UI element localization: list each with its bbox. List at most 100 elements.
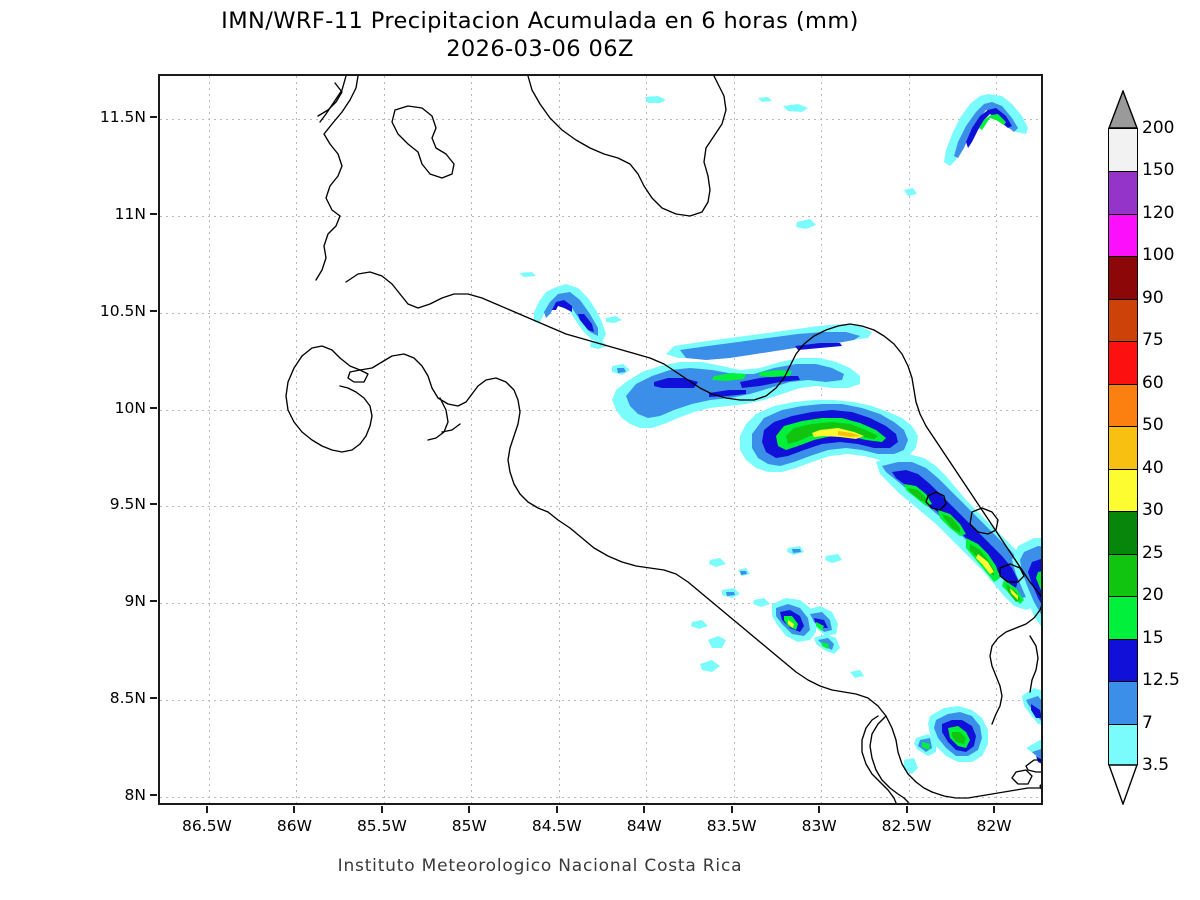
- x-axis-label-86W: 86W: [276, 817, 312, 835]
- colorbar-divider: [1109, 213, 1137, 215]
- y-axis-label-11.5N: 11.5N: [99, 107, 146, 126]
- chart-subtitle: 2026-03-06 06Z: [446, 36, 634, 62]
- precip-maximum-central-caribbean: [712, 370, 918, 472]
- colorbar-tick-12.5: 12.5: [1142, 670, 1180, 691]
- x-axis-tickmark: [555, 806, 558, 813]
- colorbar-tick-7: 7: [1142, 712, 1153, 733]
- x-axis-label-85W: 85W: [451, 817, 487, 835]
- x-axis-label-82W: 82W: [976, 817, 1012, 835]
- colorbar-band-4[interactable]: [1109, 553, 1137, 597]
- x-axis-tickmark: [730, 806, 733, 813]
- y-axis-label-10N: 10N: [114, 398, 146, 417]
- colorbar-tick-90: 90: [1142, 287, 1164, 308]
- y-axis-tickmark: [150, 212, 157, 215]
- colorbar-band-12[interactable]: [1109, 213, 1137, 257]
- gridline-lat-11.5N: [160, 119, 1041, 120]
- colorbar-tick-30: 30: [1142, 500, 1164, 521]
- y-axis-tickmark: [150, 697, 157, 700]
- colorbar-divider: [1109, 511, 1137, 513]
- colorbar-tick-200: 200: [1142, 118, 1175, 138]
- colorbar-tick-20: 20: [1142, 585, 1164, 606]
- y-axis-tickmark: [150, 503, 157, 506]
- colorbar-tick-75: 75: [1142, 330, 1164, 351]
- x-axis-label-82.5W: 82.5W: [881, 817, 932, 835]
- chart-footer-credit: Instituto Meteorologico Nacional Costa R…: [337, 856, 743, 876]
- colorbar-band-9[interactable]: [1109, 341, 1137, 384]
- x-axis-tickmark: [993, 806, 996, 813]
- precip-cells-east-edge: [1026, 740, 1041, 764]
- colorbar-bands[interactable]: [1108, 128, 1138, 766]
- precip-cell-central-valley: [691, 546, 864, 678]
- gridline-lon-84W: [646, 76, 647, 803]
- colorbar[interactable]: 200 150 120 100 90 75 60 50 40 30 25 20 15 12.5 7 3.5: [1108, 90, 1192, 805]
- colorbar-tick-60: 60: [1142, 372, 1164, 393]
- x-axis-label-86.5W: 86.5W: [182, 817, 232, 835]
- colorbar-band-10[interactable]: [1109, 298, 1137, 342]
- chart-title-block: IMN/WRF-11 Precipitacion Acumulada en 6 …: [0, 8, 1080, 62]
- gridline-lon-84.5W: [559, 76, 560, 803]
- colorbar-divider: [1109, 681, 1137, 683]
- gridline-lat-10N: [160, 410, 1041, 411]
- gridline-lat-11N: [160, 216, 1041, 217]
- colorbar-band-13[interactable]: [1109, 171, 1137, 214]
- x-axis-tickmark: [468, 806, 471, 813]
- colorbar-tick-15: 15: [1142, 627, 1164, 648]
- gridline-lat-9.5N: [160, 506, 1041, 507]
- y-axis-tickmark: [150, 406, 157, 409]
- colorbar-band-5[interactable]: [1109, 511, 1137, 554]
- colorbar-tick-120: 120: [1142, 202, 1175, 223]
- gridline-lat-10.5N: [160, 313, 1041, 314]
- colorbar-divider: [1109, 468, 1137, 470]
- precip-specks-north: [645, 96, 917, 229]
- gridline-lon-85W: [471, 76, 472, 803]
- colorbar-divider: [1109, 341, 1137, 343]
- colorbar-band-14[interactable]: [1109, 129, 1137, 172]
- gridline-lon-85.5W: [384, 76, 385, 803]
- gridline-lat-8.5N: [160, 700, 1041, 701]
- y-axis-tickmark: [150, 600, 157, 603]
- colorbar-band-3[interactable]: [1109, 596, 1137, 639]
- colorbar-divider: [1109, 553, 1137, 555]
- colorbar-divider: [1109, 638, 1137, 640]
- x-axis-label-83.5W: 83.5W: [706, 817, 757, 835]
- colorbar-band-2[interactable]: [1109, 638, 1137, 682]
- gridline-lat-9N: [160, 603, 1041, 604]
- y-axis-tickmark: [150, 309, 157, 312]
- x-axis-label-83W: 83W: [801, 817, 837, 835]
- y-axis-tickmark: [150, 794, 157, 797]
- page-title: IMN/WRF-11 Precipitacion Acumulada en 6 …: [221, 8, 859, 34]
- x-axis-tickmark: [293, 806, 296, 813]
- x-axis-label-85.5W: 85.5W: [356, 817, 407, 835]
- colorbar-band-8[interactable]: [1109, 383, 1137, 427]
- y-axis-label-9N: 9N: [124, 592, 146, 611]
- x-axis-tickmark: [905, 806, 908, 813]
- colorbar-band-6[interactable]: [1109, 468, 1137, 512]
- gridline-lat-8N: [160, 797, 1041, 798]
- precip-cluster-talamanca: [1012, 538, 1041, 725]
- x-axis-tickmark: [380, 806, 383, 813]
- x-axis-tickmark: [818, 806, 821, 813]
- colorbar-tick-150: 150: [1142, 160, 1175, 181]
- colorbar-divider: [1109, 723, 1137, 725]
- precip-cell-ne-caribbean: [944, 94, 1028, 166]
- colorbar-divider: [1109, 383, 1137, 385]
- colorbar-tick-50: 50: [1142, 415, 1164, 436]
- colorbar-divider: [1109, 256, 1137, 258]
- colorbar-band-7[interactable]: [1109, 426, 1137, 469]
- y-axis-label-10.5N: 10.5N: [99, 301, 146, 320]
- colorbar-band-1[interactable]: [1109, 681, 1137, 724]
- y-axis-label-8N: 8N: [124, 786, 146, 805]
- precipitation-contour-layer: [285, 76, 1041, 803]
- gridline-lon-86.5W: [209, 76, 210, 803]
- y-axis-label-11N: 11N: [114, 204, 146, 223]
- colorbar-band-0[interactable]: [1109, 723, 1137, 766]
- precip-cell-osa: [904, 706, 988, 774]
- gridline-lon-86W: [296, 76, 297, 803]
- gridline-lon-83.5W: [734, 76, 735, 803]
- colorbar-tick-3.5: 3.5: [1142, 755, 1170, 775]
- colorbar-band-11[interactable]: [1109, 256, 1137, 299]
- y-axis-label-9.5N: 9.5N: [109, 495, 146, 514]
- coastline-layer: [285, 76, 1041, 803]
- colorbar-tick-100: 100: [1142, 245, 1175, 266]
- colorbar-tick-40: 40: [1142, 457, 1164, 478]
